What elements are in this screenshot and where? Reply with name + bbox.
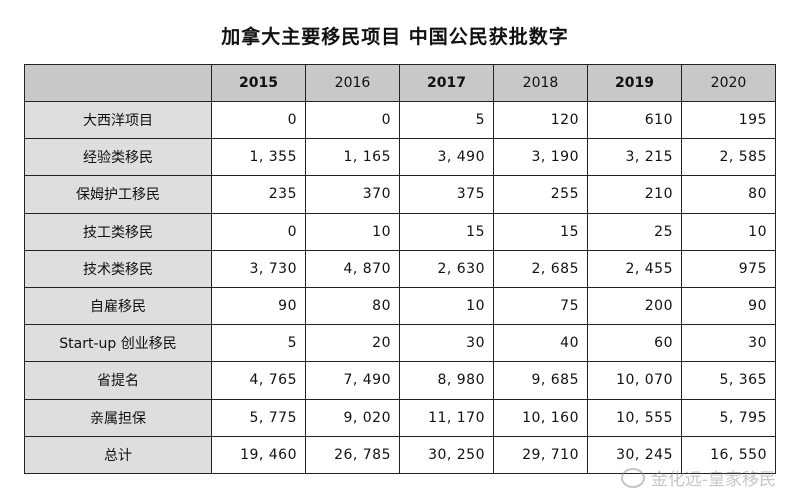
table-cell: 75 xyxy=(493,286,588,326)
table-cell: 2, 455 xyxy=(587,249,682,288)
row-label: 技术类移民 xyxy=(24,249,212,288)
table-cell: 610 xyxy=(587,100,682,140)
table-cell: 8, 980 xyxy=(399,361,494,400)
table-cell: 30, 245 xyxy=(587,435,682,474)
table-cell: 5, 775 xyxy=(211,398,306,437)
table-cell: 3, 730 xyxy=(211,249,306,288)
table-cell: 10 xyxy=(305,212,400,251)
table-cell: 10 xyxy=(399,286,494,326)
row-label: 省提名 xyxy=(24,361,212,400)
year-header: 2019 xyxy=(587,64,682,102)
table-row: 自雇移民 90 80 10 75 200 90 xyxy=(24,286,776,326)
table-cell: 30, 250 xyxy=(399,435,494,474)
table-cell: 16, 550 xyxy=(681,435,776,474)
table-row: 经验类移民 1, 355 1, 165 3, 490 3, 190 3, 215 2, 58… xyxy=(24,138,776,177)
table-cell: 30 xyxy=(399,324,494,363)
table-cell: 5 xyxy=(211,324,306,363)
table-cell: 15 xyxy=(399,212,494,251)
table-cell: 120 xyxy=(493,100,588,140)
table-cell: 5, 365 xyxy=(681,361,776,400)
table-row: 亲属担保 5, 775 9, 020 11, 170 10, 160 10, 555 5, … xyxy=(24,398,776,437)
table-cell: 0 xyxy=(211,100,306,140)
table-cell: 0 xyxy=(305,100,400,140)
table-cell: 3, 190 xyxy=(493,138,588,177)
table-cell: 29, 710 xyxy=(493,435,588,474)
table-cell: 80 xyxy=(681,175,776,214)
table-cell: 9, 020 xyxy=(305,398,400,437)
table-cell: 3, 215 xyxy=(587,138,682,177)
table-cell: 2, 685 xyxy=(493,249,588,288)
table-row: 保姆护工移民 235 370 375 255 210 80 xyxy=(24,175,776,214)
table-cell: 0 xyxy=(211,212,306,251)
row-label: 总计 xyxy=(24,435,212,474)
immigration-table: 2015 2016 2017 2018 2019 2020 大西洋项目 0 0 5 120 610 1… xyxy=(24,64,776,474)
table-cell: 1, 165 xyxy=(305,138,400,177)
year-header: 2017 xyxy=(399,64,494,102)
table-cell: 5, 795 xyxy=(681,398,776,437)
table-cell: 255 xyxy=(493,175,588,214)
table-cell: 200 xyxy=(587,286,682,326)
table-cell: 80 xyxy=(305,286,400,326)
table-cell: 3, 490 xyxy=(399,138,494,177)
year-header: 2016 xyxy=(305,64,400,102)
table-cell: 60 xyxy=(587,324,682,363)
table-cell: 2, 630 xyxy=(399,249,494,288)
table-cell: 10, 160 xyxy=(493,398,588,437)
row-label: 亲属担保 xyxy=(24,398,212,437)
weibo-icon xyxy=(620,467,645,488)
table-row: 大西洋项目 0 0 5 120 610 195 xyxy=(24,100,776,140)
year-header: 2020 xyxy=(681,64,776,102)
row-label: 经验类移民 xyxy=(24,138,212,177)
table-row: 技术类移民 3, 730 4, 870 2, 630 2, 685 2, 455 975 xyxy=(24,249,776,288)
header-row: 2015 2016 2017 2018 2019 2020 xyxy=(24,64,776,102)
row-label: 大西洋项目 xyxy=(24,100,212,140)
table-row: 技工类移民 0 10 15 15 25 10 xyxy=(24,212,776,251)
row-label: 保姆护工移民 xyxy=(24,175,212,214)
table-cell: 30 xyxy=(681,324,776,363)
table-cell: 1, 355 xyxy=(211,138,306,177)
table-body: 大西洋项目 0 0 5 120 610 195 经验类移民 1, 355 1, 165 3, 490… xyxy=(24,100,776,474)
table-cell: 90 xyxy=(681,286,776,326)
table-cell: 235 xyxy=(211,175,306,214)
table-cell: 10, 070 xyxy=(587,361,682,400)
header-corner xyxy=(24,64,212,102)
table-cell: 15 xyxy=(493,212,588,251)
table-cell: 26, 785 xyxy=(305,435,400,474)
table-cell: 5 xyxy=(399,100,494,140)
watermark-text: 金化远-皇家移民 xyxy=(650,470,776,490)
table-cell: 90 xyxy=(211,286,306,326)
table-cell: 2, 585 xyxy=(681,138,776,177)
table-cell: 210 xyxy=(587,175,682,214)
table-cell: 20 xyxy=(305,324,400,363)
year-header: 2015 xyxy=(211,64,306,102)
table-row: 省提名 4, 765 7, 490 8, 980 9, 685 10, 070 5, 365 xyxy=(24,361,776,400)
table-cell: 4, 765 xyxy=(211,361,306,400)
table-row: 总计 19, 460 26, 785 30, 250 29, 710 30, 245 16,… xyxy=(24,435,776,474)
table-cell: 19, 460 xyxy=(211,435,306,474)
table-cell: 40 xyxy=(493,324,588,363)
table-cell: 7, 490 xyxy=(305,361,400,400)
table-cell: 10, 555 xyxy=(587,398,682,437)
watermark: 金化远-皇家移民 xyxy=(620,465,776,490)
table-row: Start-up 创业移民 5 20 30 40 60 30 xyxy=(24,324,776,363)
table-cell: 11, 170 xyxy=(399,398,494,437)
table-cell: 195 xyxy=(681,100,776,140)
row-label: Start-up 创业移民 xyxy=(24,324,212,363)
table-cell: 975 xyxy=(681,249,776,288)
year-header: 2018 xyxy=(493,64,588,102)
page-title: 加拿大主要移民项目 中国公民获批数字 xyxy=(221,26,569,48)
row-label: 自雇移民 xyxy=(24,286,212,326)
table-cell: 4, 870 xyxy=(305,249,400,288)
table-cell: 10 xyxy=(681,212,776,251)
row-label: 技工类移民 xyxy=(24,212,212,251)
table-cell: 25 xyxy=(587,212,682,251)
table-cell: 370 xyxy=(305,175,400,214)
table-cell: 9, 685 xyxy=(493,361,588,400)
table-cell: 375 xyxy=(399,175,494,214)
